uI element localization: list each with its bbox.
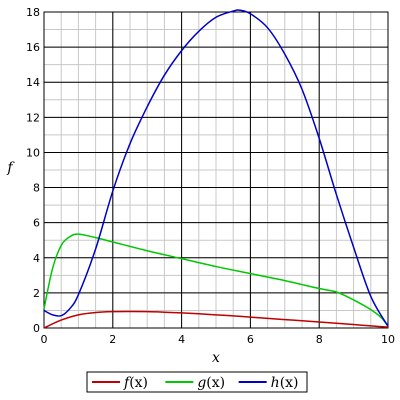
legend-box	[86, 371, 308, 393]
y-tick-label: 4	[33, 252, 40, 265]
y-tick-label: 16	[26, 41, 40, 54]
x-tick-label: 4	[178, 333, 185, 346]
plot-frame	[43, 11, 389, 329]
y-tick-label: 6	[33, 217, 40, 230]
y-tick-label: 2	[33, 287, 40, 300]
legend-label: f(x)	[123, 375, 148, 391]
y-tick-label: 14	[26, 76, 40, 89]
x-tick-label: 6	[247, 333, 254, 346]
y-tick-label: 0	[33, 322, 40, 335]
minor-grid	[43, 11, 389, 329]
legend-label: g(x)	[197, 375, 225, 391]
legend: f(x) g(x) h(x)	[86, 371, 308, 393]
x-tick-label: 8	[316, 333, 323, 346]
y-axis-title: f	[6, 160, 15, 176]
y-tick-label: 18	[26, 6, 40, 19]
series-line-f	[43, 310, 389, 329]
series-lines	[43, 9, 389, 329]
y-tick-label: 10	[26, 146, 40, 159]
x-axis-title: x	[212, 350, 220, 366]
series-line-g	[43, 233, 389, 327]
x-tick-label: 0	[41, 333, 48, 346]
y-axis: 0 2 4 6 8 10 12 14 16 18	[26, 6, 40, 335]
y-tick-label: 12	[26, 111, 40, 124]
x-tick-label: 10	[381, 333, 395, 346]
x-tick-label: 2	[109, 333, 116, 346]
series-line-h	[43, 9, 389, 327]
y-tick-label: 8	[33, 182, 40, 195]
legend-label: h(x)	[271, 375, 299, 391]
x-axis: 0 2 4 6 8 10	[41, 333, 396, 346]
